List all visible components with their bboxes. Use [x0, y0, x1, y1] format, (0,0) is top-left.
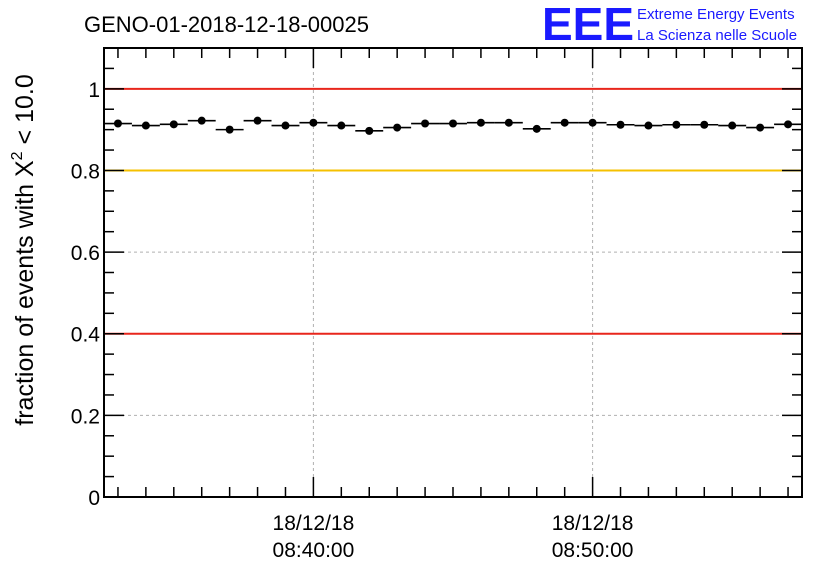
data-point — [141, 121, 150, 130]
data-point — [504, 118, 513, 127]
data-point — [169, 120, 178, 129]
y-tick-label: 1 — [88, 79, 100, 102]
data-point — [728, 121, 737, 130]
x-tick-label-time: 08:40:00 — [273, 539, 355, 562]
y-tick-label: 0.2 — [71, 405, 100, 428]
data-points — [104, 116, 802, 135]
y-tick-label: 0 — [88, 487, 100, 510]
data-point — [197, 116, 206, 125]
y-axis-label: fraction of events with X2 < 10.0 — [9, 74, 39, 425]
data-point — [560, 118, 569, 127]
data-point — [253, 116, 262, 125]
logo-line-2: La Scienza nelle Scuole — [637, 27, 797, 44]
y-axis-label-symbol: X — [11, 160, 39, 177]
eee-logo: EEE Extreme Energy Events La Scienza nel… — [542, 0, 797, 50]
data-point — [113, 119, 122, 128]
chart-title: GENO-01-2018-12-18-00025 — [84, 12, 369, 37]
data-point — [337, 121, 346, 130]
x-tick-label-date: 18/12/18 — [552, 512, 634, 535]
x-tick-label-time: 08:50:00 — [552, 539, 634, 562]
logo-line-1: Extreme Energy Events — [637, 6, 795, 23]
data-point — [672, 120, 681, 129]
y-axis-label-exponent: 2 — [9, 151, 26, 160]
data-point — [449, 119, 457, 128]
data-point — [784, 120, 793, 129]
data-point — [588, 118, 597, 127]
plot-frame — [103, 47, 803, 498]
data-point — [421, 119, 430, 128]
logo-mark: EEE — [542, 0, 634, 50]
data-point — [756, 123, 765, 132]
data-point — [532, 124, 541, 133]
data-point — [365, 126, 374, 135]
y-axis-label-prefix: fraction of events with — [11, 177, 39, 426]
reference-lines — [104, 87, 802, 335]
data-point — [476, 118, 485, 127]
y-tick-label: 0.4 — [71, 324, 101, 347]
y-axis-label-suffix: < 10.0 — [11, 74, 39, 151]
data-point — [644, 121, 653, 130]
data-point — [225, 125, 234, 134]
y-tick-label: 0.8 — [71, 160, 100, 183]
data-point — [616, 120, 625, 129]
data-point — [309, 118, 318, 127]
data-point — [393, 123, 402, 132]
y-tick-label: 0.6 — [71, 242, 100, 265]
data-point — [700, 120, 709, 129]
data-point — [281, 121, 290, 130]
axes: 0 0.2 0.4 0.6 0.8 1 18/12/18 08:40:00 18/12/18 08… — [71, 47, 803, 562]
x-tick-label-date: 18/12/18 — [273, 512, 355, 535]
grid — [104, 48, 802, 497]
